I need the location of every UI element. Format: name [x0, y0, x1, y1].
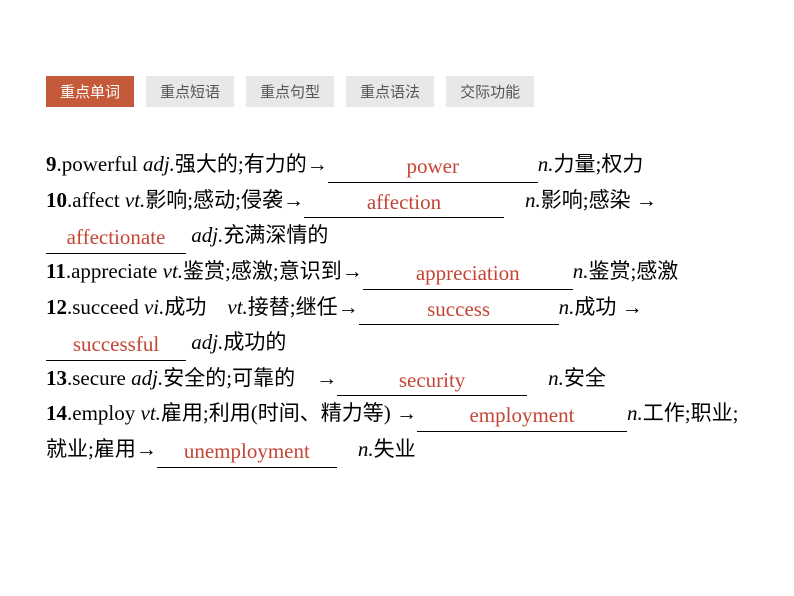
pos: adj.	[143, 152, 175, 176]
blank: affectionate	[46, 218, 186, 254]
answer: success	[427, 297, 490, 321]
tab-words[interactable]: 重点单词	[46, 76, 134, 107]
pos: vi.	[144, 295, 164, 319]
definition: 成功	[574, 295, 616, 319]
pos: n.	[525, 188, 541, 212]
entry-num: 13	[46, 366, 67, 390]
pos: adj.	[191, 330, 223, 354]
definition: 接替;继任	[248, 295, 338, 319]
pos: n.	[548, 366, 564, 390]
answer: security	[399, 368, 465, 392]
definition: 充满深情的	[223, 223, 328, 247]
tab-grammar[interactable]: 重点语法	[346, 76, 434, 107]
definition: 成功的	[223, 330, 286, 354]
content-area: 9.powerful adj.强大的;有力的→powern.力量;权力 10.a…	[0, 107, 794, 468]
entry-num: 12	[46, 295, 67, 319]
word: secure	[72, 366, 126, 390]
definition: 影响;感染	[541, 188, 631, 212]
definition: 强大的;有力的	[175, 152, 307, 176]
answer: power	[407, 154, 459, 178]
blank: power	[328, 147, 538, 183]
pos: vt.	[141, 401, 161, 425]
answer: unemployment	[184, 439, 310, 463]
entry-num: 11	[46, 259, 66, 283]
pos: vt.	[163, 259, 183, 283]
definition: 安全的;可靠的	[163, 366, 295, 390]
entry-num: 14	[46, 401, 67, 425]
pos: n.	[573, 259, 589, 283]
pos: adj.	[131, 366, 163, 390]
definition: 影响;感动;侵袭	[145, 188, 283, 212]
entry-13: 13.secure adj.安全的;可靠的 →security n.安全	[46, 361, 748, 397]
blank: security	[337, 361, 527, 397]
answer: appreciation	[416, 261, 520, 285]
pos: n.	[358, 437, 374, 461]
definition: 力量;权力	[554, 152, 644, 176]
blank: employment	[417, 396, 627, 432]
definition: 成功	[164, 295, 206, 319]
word: succeed	[72, 295, 138, 319]
tab-sentences[interactable]: 重点句型	[246, 76, 334, 107]
tab-bar: 重点单词 重点短语 重点句型 重点语法 交际功能	[0, 0, 794, 107]
answer: affection	[367, 190, 441, 214]
definition: 鉴赏;感激	[588, 259, 678, 283]
definition: 安全	[564, 366, 606, 390]
entry-num: 9	[46, 152, 57, 176]
tab-phrases[interactable]: 重点短语	[146, 76, 234, 107]
word: affect	[72, 188, 119, 212]
entry-14: 14.employ vt.雇用;利用(时间、精力等) →employmentn.…	[46, 396, 748, 467]
pos: n.	[538, 152, 554, 176]
word: employ	[72, 401, 135, 425]
entry-10: 10.affect vt.影响;感动;侵袭→affection n.影响;感染 …	[46, 183, 748, 254]
answer: affectionate	[67, 225, 166, 249]
pos: n.	[559, 295, 575, 319]
blank: unemployment	[157, 432, 337, 468]
tab-communication[interactable]: 交际功能	[446, 76, 534, 107]
answer: successful	[73, 332, 159, 356]
pos: n.	[627, 401, 643, 425]
entry-num: 10	[46, 188, 67, 212]
definition: 雇用;利用(时间、精力等)	[161, 401, 391, 425]
pos: adj.	[191, 223, 223, 247]
answer: employment	[469, 403, 574, 427]
entry-9: 9.powerful adj.强大的;有力的→powern.力量;权力	[46, 147, 748, 183]
blank: success	[359, 290, 559, 326]
entry-12: 12.succeed vi.成功 vt.接替;继任→successn.成功 →s…	[46, 290, 748, 361]
word: appreciate	[71, 259, 157, 283]
word: powerful	[62, 152, 138, 176]
pos: vt.	[125, 188, 145, 212]
pos: vt.	[227, 295, 247, 319]
entry-11: 11.appreciate vt.鉴赏;感激;意识到→appreciationn…	[46, 254, 748, 290]
definition: 失业	[374, 437, 416, 461]
definition: 鉴赏;感激;意识到	[183, 259, 342, 283]
blank: appreciation	[363, 254, 573, 290]
blank: successful	[46, 325, 186, 361]
blank: affection	[304, 183, 504, 219]
